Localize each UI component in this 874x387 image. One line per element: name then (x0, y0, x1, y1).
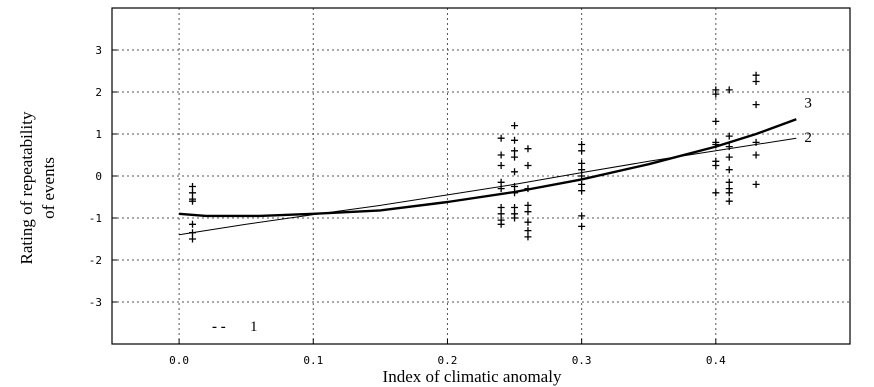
scatter-point (578, 147, 586, 155)
y-tick-label: 2 (95, 86, 102, 99)
scatter-point (189, 189, 197, 197)
scatter-point (189, 220, 197, 228)
scatter-series (189, 71, 760, 243)
scatter-point (578, 159, 586, 167)
scatter-point (524, 227, 532, 235)
scatter-point (524, 233, 532, 241)
x-tick-label: 0.1 (303, 354, 323, 367)
scatter-point (189, 183, 197, 190)
scatter-point (752, 101, 760, 109)
x-axis-ticks: 0.0 0.1 0.2 0.3 0.4 (169, 339, 726, 367)
scatter-point (524, 145, 532, 153)
grid (112, 8, 850, 344)
x-axis-label: Index of climatic anomaly (383, 367, 562, 386)
legend: - - 1 (212, 319, 258, 335)
legend-label: 1 (250, 319, 258, 335)
scatter-point (511, 147, 519, 155)
y-tick-label: 1 (95, 128, 102, 141)
y-axis-label-line-1: Rating of repeatability (17, 111, 36, 264)
scatter-point (189, 235, 197, 243)
scatter-point (712, 90, 720, 98)
scatter-point (189, 197, 197, 205)
x-tick-label: 0.4 (706, 354, 726, 367)
y-tick-label: -1 (89, 212, 102, 225)
scatter-point (578, 141, 586, 148)
scatter-point (725, 153, 733, 161)
scatter-point (752, 78, 760, 85)
series-labels: 32 (804, 95, 812, 146)
y-axis-label-line-2: of events (39, 157, 58, 219)
scatter-point (578, 187, 586, 195)
scatter-point (752, 151, 760, 159)
regression-lines (179, 118, 797, 236)
scatter-point (497, 134, 505, 142)
x-tick-label: 0.2 (438, 354, 458, 367)
scatter-point (752, 71, 760, 79)
series-label-3: 3 (804, 95, 812, 111)
scatter-point (511, 136, 519, 144)
scatter-point (725, 86, 733, 94)
scatter-point (497, 151, 505, 159)
scatter-point (578, 180, 586, 188)
scatter-point (524, 218, 532, 226)
scatter-point (497, 220, 505, 228)
y-tick-label: 3 (95, 44, 102, 57)
scatter-point (524, 162, 532, 169)
scatter-point (578, 222, 586, 230)
y-axis-ticks: 3 2 1 0 -1 -2 -3 (89, 44, 117, 309)
y-tick-label: 0 (95, 170, 102, 183)
series-line-3 (179, 118, 797, 218)
scatter-point (578, 212, 586, 220)
scatter-point (524, 208, 532, 216)
scatter-point (497, 162, 505, 169)
scatter-point (725, 178, 733, 186)
scatter-point (712, 162, 720, 169)
scatter-point (497, 204, 505, 211)
scatter-point (725, 189, 733, 197)
series-line-2 (179, 137, 797, 236)
scatter-point (712, 189, 720, 197)
scatter-point (511, 214, 519, 222)
scatter-point (712, 117, 720, 125)
scatter-point (752, 180, 760, 188)
scatter-point (497, 178, 505, 186)
y-axis-label: Rating of repeatability of events (17, 111, 58, 264)
scatter-point (511, 122, 519, 130)
scatter-point (511, 204, 519, 211)
scatter-point (497, 210, 505, 218)
scatter-point (511, 153, 519, 161)
series-label-2: 2 (804, 130, 812, 146)
scatter-point (725, 166, 733, 174)
y-tick-label: -2 (89, 254, 102, 267)
scatter-point (578, 166, 586, 174)
scatter-point (511, 168, 519, 176)
x-tick-label: 0.0 (169, 354, 189, 367)
y-tick-label: -3 (89, 296, 102, 309)
x-tick-label: 0.3 (572, 354, 592, 367)
scatter-point (725, 132, 733, 140)
scatter-point (524, 201, 532, 209)
scatter-point (725, 197, 733, 205)
legend-marker: - - (212, 319, 226, 335)
